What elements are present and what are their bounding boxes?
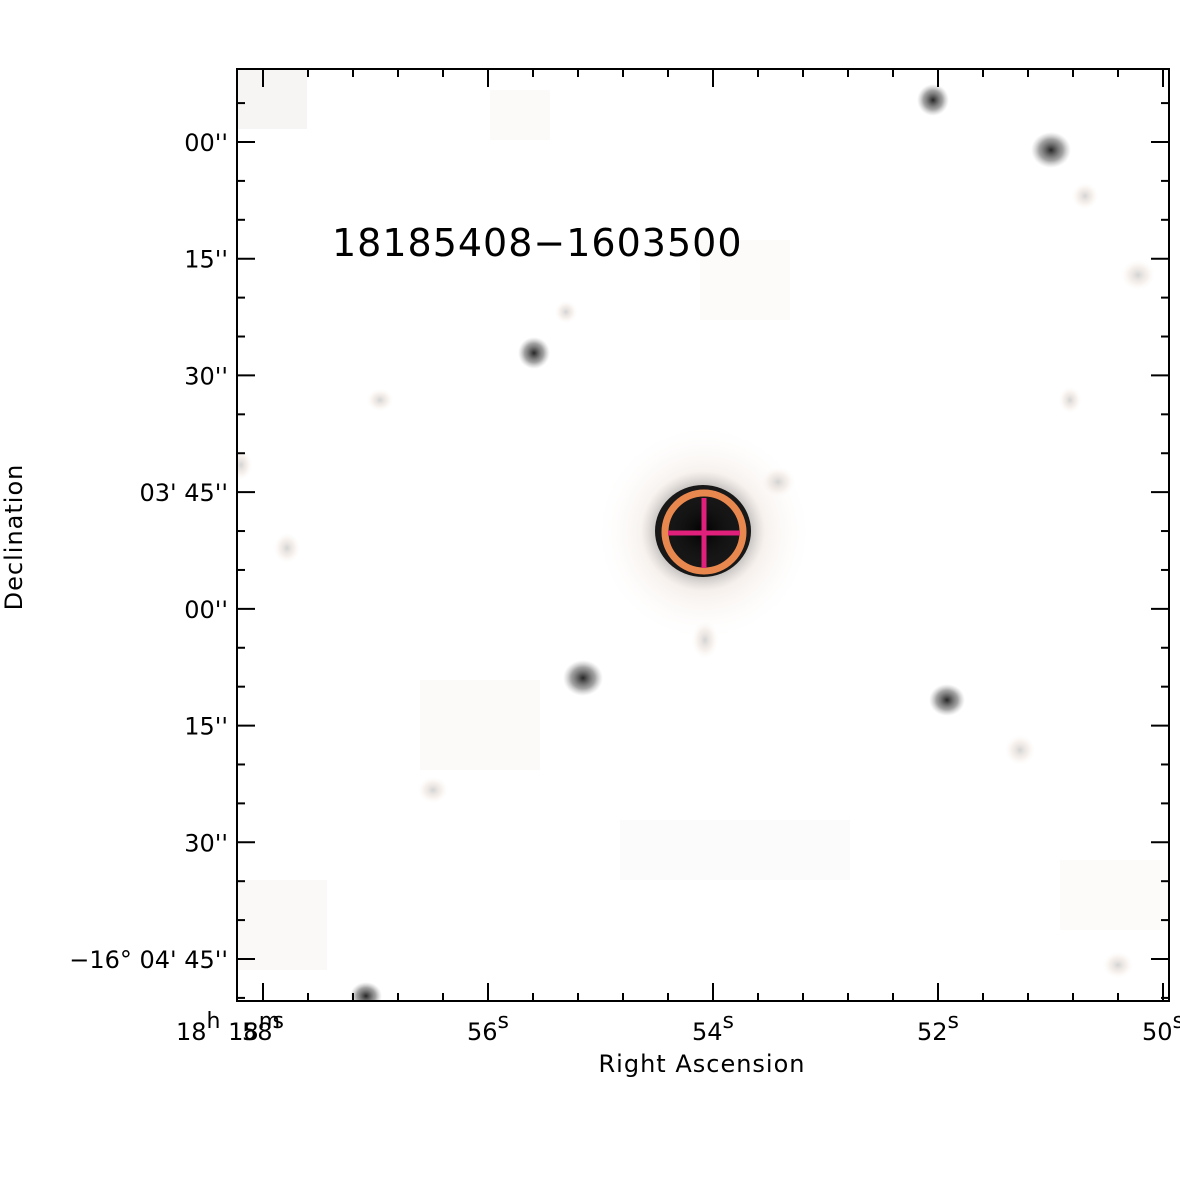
x-tick-prefix: 18h 18m <box>176 1009 280 1046</box>
x-tick-label: 50s <box>1142 1009 1180 1046</box>
field-star <box>366 388 394 412</box>
field-star <box>273 532 301 564</box>
field-star <box>1071 182 1099 210</box>
x-tick-label: 52s <box>917 1009 959 1046</box>
field-star <box>1004 734 1036 766</box>
field-star <box>1120 259 1156 291</box>
field-star <box>1102 951 1134 979</box>
field-star <box>350 982 382 1001</box>
y-tick-label: 03' 45'' <box>140 479 229 507</box>
object-name: 18185408−1603500 <box>332 221 743 265</box>
y-tick-label: 15'' <box>184 246 228 274</box>
field-star <box>1058 386 1082 414</box>
field-star <box>691 620 719 660</box>
field-star <box>237 449 253 481</box>
x-tick-label: 54s <box>692 1009 734 1046</box>
field-star <box>929 684 965 716</box>
y-tick-label: 30'' <box>184 829 228 857</box>
y-tick-label: 00'' <box>184 596 228 624</box>
y-tick-labels: 00'' 15'' 30'' 03' 45'' 00'' 15'' 30'' −16° 04'… <box>69 129 228 974</box>
y-tick-label: −16° 04' 45'' <box>69 946 228 974</box>
target-marker-cross <box>668 498 740 568</box>
y-axis-title: Declination <box>0 464 28 611</box>
sky-image <box>237 69 1169 1001</box>
field-star <box>760 466 796 498</box>
y-tick-label: 00'' <box>184 129 228 157</box>
x-tick-labels: 58s 56s 54s 52s 50s 18h 18m <box>176 1009 1180 1046</box>
x-axis-title: Right Ascension <box>599 1050 806 1078</box>
x-tick-label: 56s <box>467 1009 509 1046</box>
plot-frame <box>236 68 1170 1002</box>
field-star <box>417 776 449 804</box>
y-tick-label: 15'' <box>184 713 228 741</box>
field-star <box>518 337 550 369</box>
field-star <box>554 300 578 324</box>
target-marker-circle <box>661 489 747 575</box>
axis-ticks <box>237 69 1169 1001</box>
field-star <box>563 660 603 696</box>
field-star <box>1031 132 1071 168</box>
y-tick-label: 30'' <box>184 362 228 390</box>
field-star <box>917 84 949 116</box>
x-tick-label: 58s <box>242 1009 284 1046</box>
